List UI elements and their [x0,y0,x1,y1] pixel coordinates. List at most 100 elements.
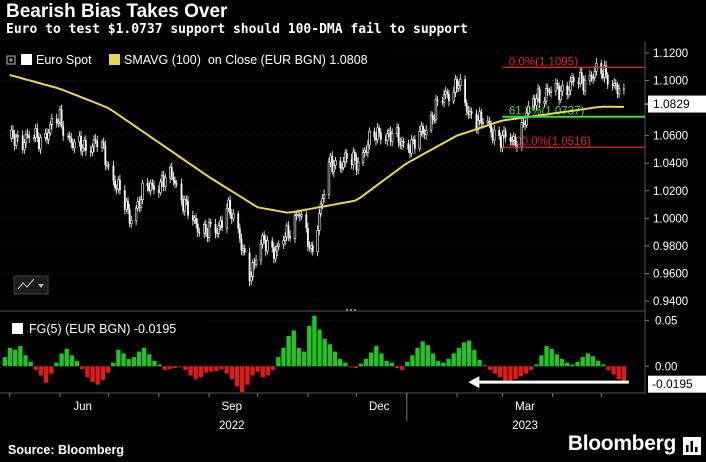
brand-logo: Bloomberg [567,432,676,455]
candle-body [96,140,99,148]
candle-body [590,75,593,79]
candle-body [501,135,504,148]
chart-type-selector[interactable] [13,275,49,295]
candle-body [561,85,564,92]
price-tick-label: 0.9400 [653,296,688,308]
histogram-bar [152,360,157,367]
histogram-bar [172,366,178,369]
candle-body [293,215,297,239]
candle-body [467,110,470,115]
candle-body [23,142,26,150]
candle-body [248,252,251,281]
candle-body [465,103,468,111]
legend-swatch-fg [12,323,23,334]
candle-body [209,222,212,225]
histogram-bar [291,330,296,367]
histogram-bar [234,366,240,387]
candle-body [47,132,50,140]
divider-grip-icon[interactable] [346,309,356,311]
candle-body [119,179,121,191]
candle-body [387,130,391,135]
candle-body [217,225,220,234]
candle-body [331,155,334,172]
candle-body [524,123,526,126]
candle-body [345,152,348,159]
histogram-bar [621,366,627,381]
candle-body [614,83,617,85]
candle-body [616,84,619,94]
candle-body [225,207,229,229]
histogram-bar [28,361,33,367]
histogram-bar [214,366,219,371]
candle-body [32,137,36,139]
candle-body [104,145,107,166]
candle-body [136,201,139,209]
histogram-bar [544,346,549,367]
candle-body [127,201,129,210]
candle-body [538,88,541,104]
histogram-bar [513,366,518,380]
candle-body [397,127,400,143]
histogram-bar [265,366,271,376]
histogram-bar [13,349,18,367]
candle-body [340,167,344,169]
candle-body [237,213,240,229]
candle-body [384,139,387,141]
candle-body [272,247,275,259]
candle-body [198,232,201,234]
candle-body [34,128,37,138]
candle-body [433,118,436,121]
candle-body [44,133,47,138]
histogram-bar [162,366,167,370]
collapse-toggle-icon[interactable] [6,55,16,65]
histogram-bar [611,366,616,375]
candle-body [24,133,28,144]
candle-body [491,132,494,141]
candle-body [327,161,331,195]
current-fg-label: -0.0195 [652,377,693,391]
candle-body [591,77,595,80]
histogram-bar [374,346,379,367]
candle-body [180,183,183,201]
histogram-bar [167,366,173,370]
histogram-bar [219,366,224,370]
histogram-bar [441,362,446,367]
histogram-bar [446,358,451,367]
candle-body [195,217,197,224]
candle-body [216,232,219,234]
candle-body [221,220,223,229]
histogram-bar [80,366,85,370]
candle-body [431,115,434,120]
candle-body [554,83,558,92]
histogram-bar [497,366,503,378]
histogram-bar [590,356,596,367]
candle-body [536,88,540,100]
candle-body [577,81,580,84]
histogram-bar [353,366,358,369]
candle-body [185,199,188,201]
candle-body [92,139,96,148]
legend-sma: SMAVG (100) on Close (EUR BGN) 1.0808 [124,53,368,67]
candle-body [366,144,370,153]
candle-body [125,200,128,210]
candle-body [420,125,423,132]
candle-body [601,73,604,78]
candle-body [456,79,458,89]
panel-divider[interactable] [0,310,645,312]
candle-body [10,129,13,139]
chart-type-icon[interactable] [17,278,35,290]
histogram-bar [616,366,621,380]
histogram-bar [183,366,188,370]
candle-body [206,232,209,238]
candle-body [305,214,308,228]
candle-body [148,186,150,191]
candle-body [448,94,450,102]
candle-body [319,203,323,215]
candle-body [434,99,438,120]
candle-body [457,85,460,89]
candle-body [376,127,379,141]
candle-body [100,141,104,148]
dropdown-arrow-icon[interactable] [38,284,44,288]
candle-body [271,240,274,248]
histogram-bar [436,360,441,367]
